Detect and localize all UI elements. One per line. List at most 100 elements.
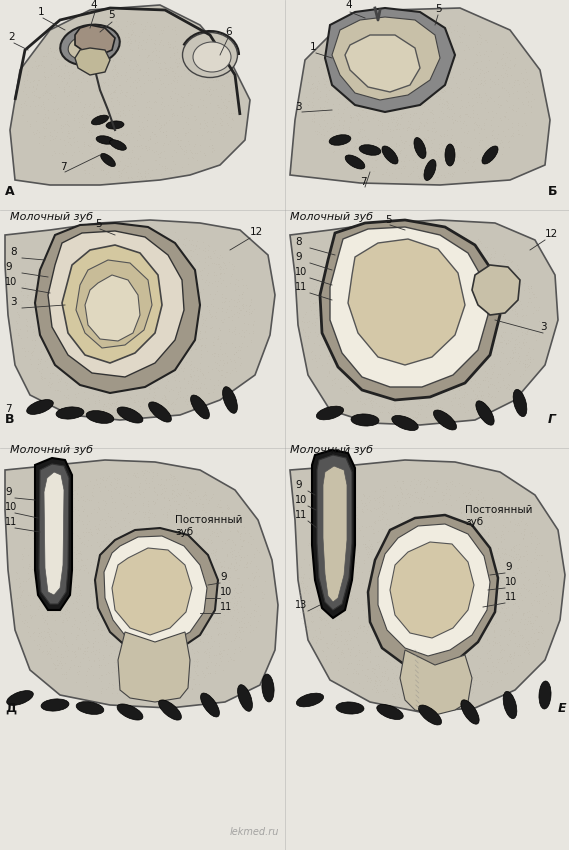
Point [368,76,377,89]
Point [120,345,129,359]
Point [325,582,334,596]
Point [187,317,196,331]
Point [152,591,161,604]
Point [388,167,397,180]
Point [447,592,456,606]
Point [90,296,99,309]
Point [167,64,176,77]
Point [144,237,153,251]
Point [379,87,388,100]
Point [442,598,451,612]
Point [18,109,27,122]
Point [337,526,347,540]
Point [99,326,108,340]
Point [71,297,80,310]
Point [125,329,134,343]
Point [433,687,442,700]
Point [385,674,394,688]
Point [103,532,112,546]
Point [514,116,523,129]
Point [448,570,457,584]
Point [331,579,340,592]
Point [100,358,109,371]
Point [117,317,126,331]
Point [44,289,53,303]
Point [146,286,155,300]
Point [178,553,187,567]
Point [110,329,119,343]
Point [404,65,413,78]
Point [483,273,492,286]
Point [384,156,393,170]
Point [340,52,349,65]
Point [362,669,372,683]
Point [94,301,103,314]
Point [116,22,125,36]
Point [126,334,135,348]
Point [19,541,28,554]
Point [229,520,238,534]
Point [411,70,420,83]
Point [175,576,184,590]
Point [225,106,234,120]
Point [76,586,85,600]
Point [183,374,192,388]
Point [79,493,88,507]
Point [145,660,154,674]
Point [93,376,102,389]
Point [411,253,420,267]
Point [351,559,360,573]
Point [414,171,423,184]
Point [469,566,478,580]
Point [323,559,332,573]
Point [314,105,323,119]
Point [43,522,52,536]
Point [53,550,62,564]
Point [98,303,108,317]
Point [74,337,83,351]
Point [369,87,378,100]
Point [80,61,89,75]
Point [459,264,468,278]
Point [77,54,86,67]
Ellipse shape [201,693,220,717]
Point [162,128,171,142]
Point [443,668,452,682]
Point [131,292,141,306]
Point [411,263,420,276]
Point [407,289,416,303]
Point [477,513,486,526]
Point [327,552,336,565]
Point [83,539,92,552]
Point [336,558,345,571]
Point [503,282,512,296]
Point [56,346,65,360]
Point [497,621,506,635]
Point [23,528,32,541]
Point [426,147,435,161]
Point [127,326,136,340]
Point [188,570,197,583]
Point [340,60,349,74]
Point [366,348,375,361]
Point [134,300,143,314]
Point [172,669,181,683]
Point [77,49,86,63]
Point [34,538,43,552]
Point [121,320,130,333]
Point [95,660,104,674]
Point [400,31,409,45]
Point [376,235,385,249]
Point [367,620,376,634]
Point [389,51,398,65]
Point [30,566,39,580]
Point [402,656,411,670]
Point [419,253,428,267]
Point [53,520,63,534]
Point [381,73,390,87]
Point [340,554,349,568]
Point [443,138,452,151]
Point [345,544,354,558]
Point [362,252,372,266]
Point [142,619,151,632]
